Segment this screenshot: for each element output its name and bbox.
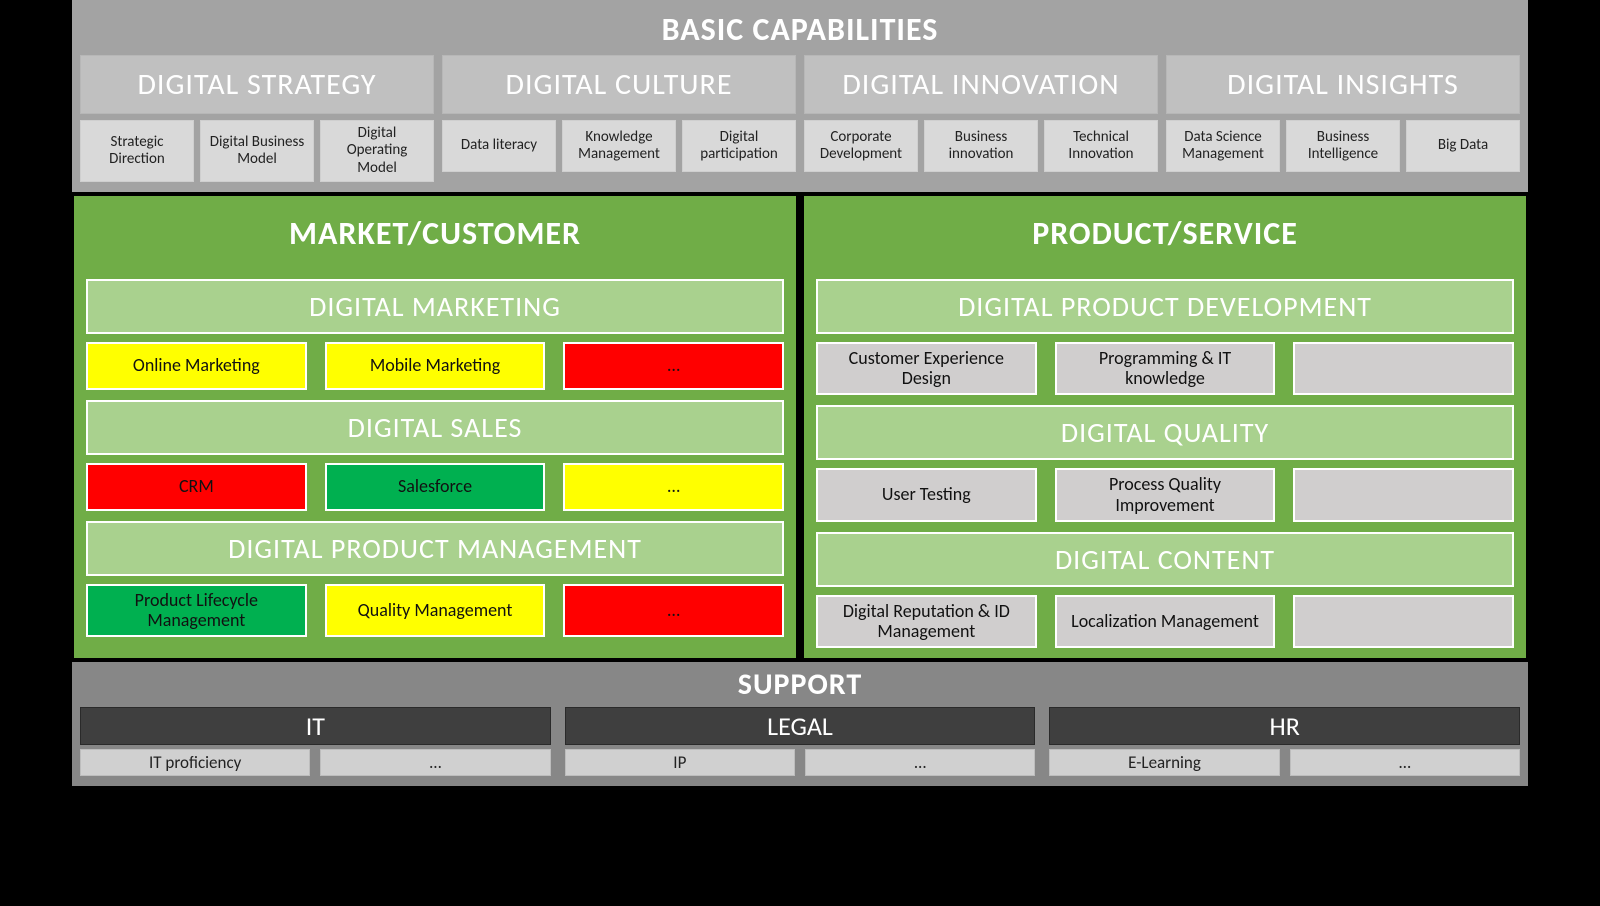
chip: Strategic Direction — [80, 120, 194, 182]
section-row: CRM Salesforce … — [86, 463, 784, 511]
section-row: Digital Reputation & ID Management Local… — [816, 595, 1514, 648]
chip: Technical Innovation — [1044, 120, 1158, 172]
section-header: DIGITAL SALES — [86, 400, 784, 455]
basic-capabilities-block: BASIC CAPABILITIES DIGITAL STRATEGY Stra… — [72, 0, 1528, 192]
capability-cell — [1293, 468, 1514, 521]
capability-cell: Process Quality Improvement — [1055, 468, 1276, 521]
section-header: DIGITAL CONTENT — [816, 532, 1514, 587]
capability-cell: Localization Management — [1055, 595, 1276, 648]
group-header: DIGITAL INSIGHTS — [1166, 55, 1520, 114]
section-header: DIGITAL PRODUCT DEVELOPMENT — [816, 279, 1514, 334]
group-chips: Data Science Management Business Intelli… — [1166, 120, 1520, 172]
capability-cell: Digital Reputation & ID Management — [816, 595, 1037, 648]
section-header: DIGITAL QUALITY — [816, 405, 1514, 460]
chip: Digital Operating Model — [320, 120, 434, 182]
capability-cell: Salesforce — [325, 463, 546, 511]
support-chip: … — [805, 749, 1035, 776]
section-digital-product-management: DIGITAL PRODUCT MANAGEMENT Product Lifec… — [86, 521, 784, 637]
chip: Business Intelligence — [1286, 120, 1400, 172]
support-chip: E-Learning — [1049, 749, 1279, 776]
basic-capabilities-title: BASIC CAPABILITIES — [80, 6, 1520, 55]
chip: Digital Business Model — [200, 120, 314, 182]
group-digital-innovation: DIGITAL INNOVATION Corporate Development… — [804, 55, 1158, 182]
capability-cell — [1293, 342, 1514, 395]
support-group-header: LEGAL — [565, 707, 1036, 745]
support-group-hr: HR E-Learning … — [1049, 707, 1520, 776]
group-chips: Strategic Direction Digital Business Mod… — [80, 120, 434, 182]
group-header: DIGITAL INNOVATION — [804, 55, 1158, 114]
middle-panels: MARKET/CUSTOMER DIGITAL MARKETING Online… — [72, 192, 1528, 662]
support-group-row: IP … — [565, 749, 1036, 776]
section-digital-marketing: DIGITAL MARKETING Online Marketing Mobil… — [86, 279, 784, 390]
support-groups: IT IT proficiency … LEGAL IP … HR E-Lear… — [80, 707, 1520, 776]
chip: Data Science Management — [1166, 120, 1280, 172]
capability-cell — [1293, 595, 1514, 648]
capability-cell: Product Lifecycle Management — [86, 584, 307, 637]
panel-header: PRODUCT/SERVICE — [804, 196, 1526, 271]
support-chip: IP — [565, 749, 795, 776]
section-digital-content: DIGITAL CONTENT Digital Reputation & ID … — [816, 532, 1514, 648]
capability-cell: Customer Experience Design — [816, 342, 1037, 395]
section-row: Product Lifecycle Management Quality Man… — [86, 584, 784, 637]
support-chip: … — [1290, 749, 1520, 776]
support-group-row: IT proficiency … — [80, 749, 551, 776]
chip: Big Data — [1406, 120, 1520, 172]
panel-market-customer: MARKET/CUSTOMER DIGITAL MARKETING Online… — [72, 194, 798, 660]
chip: Corporate Development — [804, 120, 918, 172]
capability-cell: Mobile Marketing — [325, 342, 546, 390]
section-digital-sales: DIGITAL SALES CRM Salesforce … — [86, 400, 784, 511]
section-header: DIGITAL PRODUCT MANAGEMENT — [86, 521, 784, 576]
support-chip: IT proficiency — [80, 749, 310, 776]
support-group-header: IT — [80, 707, 551, 745]
support-group-row: E-Learning … — [1049, 749, 1520, 776]
group-digital-insights: DIGITAL INSIGHTS Data Science Management… — [1166, 55, 1520, 182]
chip: Business innovation — [924, 120, 1038, 172]
group-chips: Corporate Development Business innovatio… — [804, 120, 1158, 172]
support-block: SUPPORT IT IT proficiency … LEGAL IP … H… — [72, 662, 1528, 786]
basic-capabilities-groups: DIGITAL STRATEGY Strategic Direction Dig… — [80, 55, 1520, 182]
chip: Data literacy — [442, 120, 556, 172]
panel-product-service: PRODUCT/SERVICE DIGITAL PRODUCT DEVELOPM… — [802, 194, 1528, 660]
chip: Knowledge Management — [562, 120, 676, 172]
section-digital-quality: DIGITAL QUALITY User Testing Process Qua… — [816, 405, 1514, 521]
capability-cell: Quality Management — [325, 584, 546, 637]
capability-cell: … — [563, 342, 784, 390]
support-group-header: HR — [1049, 707, 1520, 745]
group-chips: Data literacy Knowledge Management Digit… — [442, 120, 796, 172]
support-title: SUPPORT — [80, 664, 1520, 707]
panel-body: DIGITAL PRODUCT DEVELOPMENT Customer Exp… — [804, 271, 1526, 648]
capability-cell: Programming & IT knowledge — [1055, 342, 1276, 395]
capability-cell: … — [563, 584, 784, 637]
section-row: Customer Experience Design Programming &… — [816, 342, 1514, 395]
panel-header: MARKET/CUSTOMER — [74, 196, 796, 271]
capability-cell: Online Marketing — [86, 342, 307, 390]
capability-cell: CRM — [86, 463, 307, 511]
capability-cell: … — [563, 463, 784, 511]
section-digital-product-development: DIGITAL PRODUCT DEVELOPMENT Customer Exp… — [816, 279, 1514, 395]
support-group-it: IT IT proficiency … — [80, 707, 551, 776]
group-header: DIGITAL CULTURE — [442, 55, 796, 114]
support-chip: … — [320, 749, 550, 776]
chip: Digital participation — [682, 120, 796, 172]
support-group-legal: LEGAL IP … — [565, 707, 1036, 776]
panel-body: DIGITAL MARKETING Online Marketing Mobil… — [74, 271, 796, 637]
group-digital-strategy: DIGITAL STRATEGY Strategic Direction Dig… — [80, 55, 434, 182]
group-digital-culture: DIGITAL CULTURE Data literacy Knowledge … — [442, 55, 796, 182]
section-header: DIGITAL MARKETING — [86, 279, 784, 334]
capability-cell: User Testing — [816, 468, 1037, 521]
section-row: Online Marketing Mobile Marketing … — [86, 342, 784, 390]
capabilities-diagram: BASIC CAPABILITIES DIGITAL STRATEGY Stra… — [72, 0, 1528, 786]
group-header: DIGITAL STRATEGY — [80, 55, 434, 114]
section-row: User Testing Process Quality Improvement — [816, 468, 1514, 521]
